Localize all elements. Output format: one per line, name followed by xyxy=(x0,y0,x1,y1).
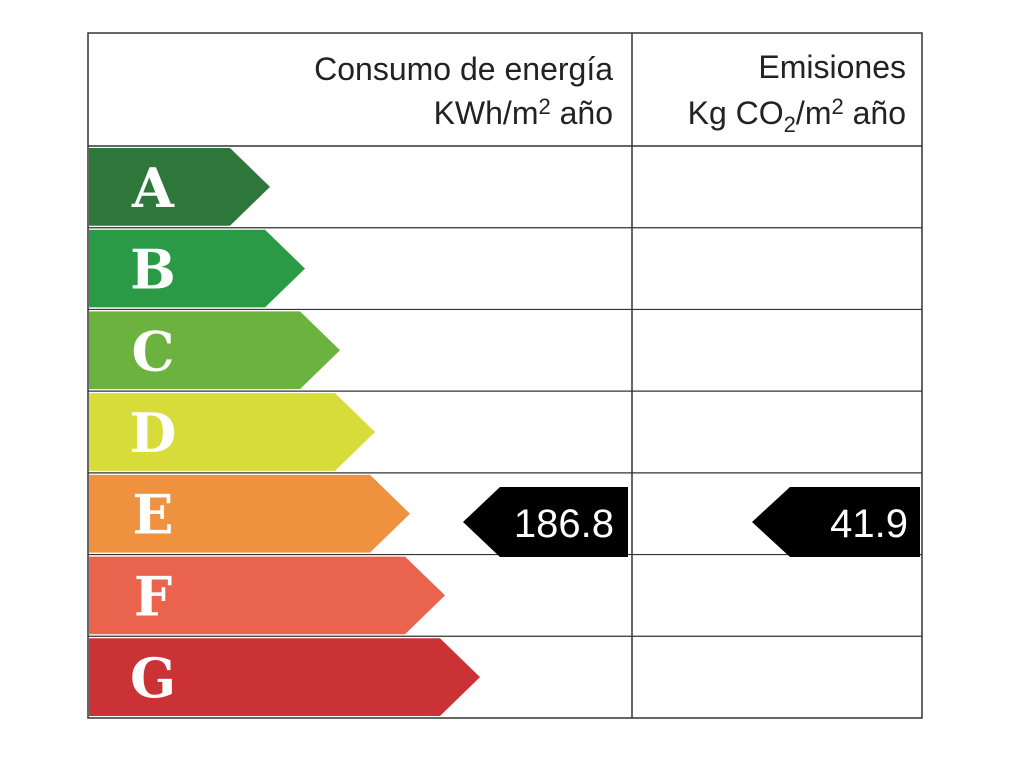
rating-letter: G xyxy=(130,646,176,710)
unit-part: Kg CO xyxy=(688,95,784,131)
rating-letter: D xyxy=(130,401,177,465)
row-lines xyxy=(88,227,922,637)
rating-letter: B xyxy=(130,238,176,302)
rating-letter: F xyxy=(134,564,172,628)
energy-unit: KWh/m2 año xyxy=(434,94,613,131)
unit-sup: 2 xyxy=(538,94,550,119)
table-lines xyxy=(87,32,923,719)
rating-arrow xyxy=(89,638,480,716)
rating-arrow xyxy=(89,311,340,390)
unit-part: año xyxy=(844,95,906,131)
emissions-value: 41.9 xyxy=(830,502,908,546)
emissions-unit: Kg CO2/m2 año xyxy=(688,94,906,137)
rating-arrow xyxy=(89,474,410,553)
emissions-indicator xyxy=(752,487,920,557)
rating-letter: C xyxy=(132,319,175,383)
rating-arrow xyxy=(89,393,375,471)
emissions-title: Emisiones xyxy=(758,49,906,85)
rating-letter: A xyxy=(131,156,175,220)
rating-letter: E xyxy=(132,483,173,547)
unit-sub: 2 xyxy=(784,112,796,137)
rating-arrow xyxy=(89,229,305,308)
unit-sup: 2 xyxy=(831,94,843,119)
energy-title: Consumo de energía xyxy=(314,51,613,87)
unit-part: /m xyxy=(796,95,832,131)
table-border xyxy=(87,32,923,719)
unit-part: KWh/m xyxy=(434,95,539,131)
unit-part: año xyxy=(551,95,613,131)
rating-arrow xyxy=(89,556,445,635)
rating-arrow xyxy=(89,148,270,226)
energy-value: 186.8 xyxy=(514,502,614,546)
energy-indicator xyxy=(463,487,628,557)
